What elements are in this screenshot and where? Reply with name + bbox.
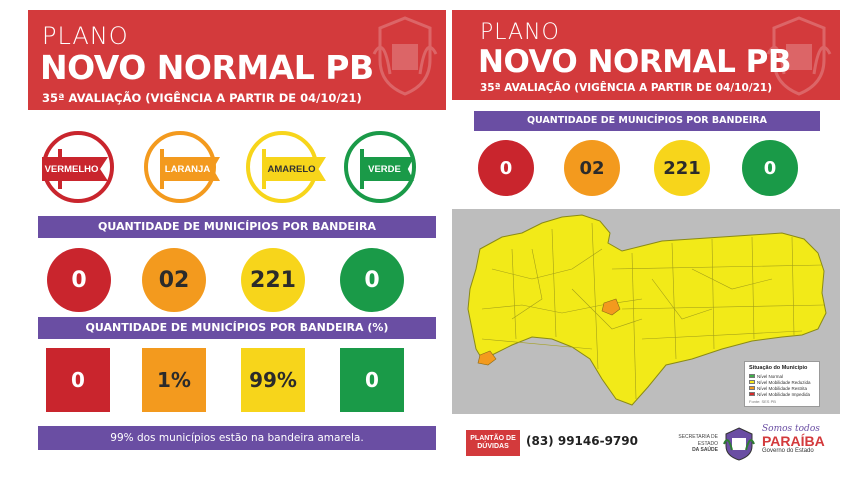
count-orange: 02 bbox=[564, 140, 620, 196]
count-title-bar: QUANTIDADE DE MUNICÍPIOS POR BANDEIRA bbox=[38, 216, 436, 238]
right-header: PLANO NOVO NORMAL PB 35ª AVALIAÇÃO (VIGÊ… bbox=[452, 10, 840, 100]
percent-red: 0 bbox=[46, 348, 110, 412]
flag-label-verde: VERDE bbox=[362, 157, 414, 181]
main-title: NOVO NORMAL PB bbox=[40, 48, 374, 87]
percent-green: 0 bbox=[340, 348, 404, 412]
legend-label: Nível Mobilidade Reduzida bbox=[757, 379, 811, 385]
flag-label-laranja: LARANJA bbox=[162, 157, 220, 181]
count-yellow: 221 bbox=[241, 248, 305, 312]
secretaria-line2: DA SAÚDE bbox=[692, 447, 718, 453]
brand-name: PARAÍBA bbox=[762, 433, 825, 449]
brand-gov: Governo do Estado bbox=[762, 448, 814, 454]
legend-swatch bbox=[749, 380, 755, 384]
phone-number: (83) 99146-9790 bbox=[526, 434, 638, 448]
percent-orange: 1% bbox=[142, 348, 206, 412]
legend-label: Nível Mobilidade Impedida bbox=[757, 391, 811, 397]
flag-vermelho: VERMELHO bbox=[38, 127, 118, 207]
plantao-badge: PLANTÃO DE DÚVIDAS bbox=[466, 430, 520, 456]
plantao-line2: DÚVIDAS bbox=[477, 443, 509, 450]
paraiba-map: Situação do Município Nível Normal Nível… bbox=[452, 209, 840, 414]
summary-bar: 99% dos municípios estão na bandeira ama… bbox=[38, 426, 436, 450]
legend-label: Nível Mobilidade Restrita bbox=[757, 385, 808, 391]
percent-title-bar: QUANTIDADE DE MUNICÍPIOS POR BANDEIRA (%… bbox=[38, 317, 436, 339]
count-orange: 02 bbox=[142, 248, 206, 312]
legend-item: Nível Mobilidade Restrita bbox=[745, 385, 819, 391]
count-green: 0 bbox=[340, 248, 404, 312]
left-infographic: PLANO NOVO NORMAL PB 35ª AVALIAÇÃO (VIGÊ… bbox=[28, 10, 446, 472]
brand-slogan: Somos todos bbox=[762, 424, 820, 434]
flag-label-amarelo: AMARELO bbox=[264, 157, 326, 181]
legend-swatch bbox=[749, 386, 755, 390]
legend-source: Fonte: SES PB bbox=[749, 399, 776, 404]
count-green: 0 bbox=[742, 140, 798, 196]
coat-of-arms-icon bbox=[723, 427, 755, 461]
legend-title: Situação do Município bbox=[749, 365, 808, 371]
left-header: PLANO NOVO NORMAL PB 35ª AVALIAÇÃO (VIGÊ… bbox=[28, 10, 446, 110]
municipality-borders bbox=[481, 222, 825, 400]
count-title-bar: QUANTIDADE DE MUNICÍPIOS POR BANDEIRA bbox=[474, 111, 820, 131]
orange-municipality bbox=[477, 350, 497, 366]
orange-municipality bbox=[601, 298, 621, 316]
legend-swatch bbox=[749, 392, 755, 396]
percent-yellow: 99% bbox=[241, 348, 305, 412]
count-red: 0 bbox=[478, 140, 534, 196]
right-infographic: PLANO NOVO NORMAL PB 35ª AVALIAÇÃO (VIGÊ… bbox=[452, 10, 840, 472]
map-legend: Situação do Município Nível Normal Nível… bbox=[744, 361, 820, 407]
count-red: 0 bbox=[47, 248, 111, 312]
flag-amarelo: AMARELO bbox=[242, 127, 326, 207]
legend-swatch bbox=[749, 374, 755, 378]
footer: PLANTÃO DE DÚVIDAS (83) 99146-9790 SECRE… bbox=[452, 416, 840, 472]
flag-verde: VERDE bbox=[340, 127, 420, 207]
flag-laranja: LARANJA bbox=[140, 127, 220, 207]
legend-item: Nível Normal bbox=[745, 373, 819, 379]
plano-label: PLANO bbox=[42, 22, 129, 50]
secretaria-line1: SECRETARIA DE ESTADO bbox=[678, 434, 718, 447]
paraiba-map-shape bbox=[467, 214, 827, 406]
flag-label-vermelho: VERMELHO bbox=[42, 157, 108, 181]
count-yellow: 221 bbox=[654, 140, 710, 196]
plano-label: PLANO bbox=[480, 20, 560, 45]
evaluation-subtitle: 35ª AVALIAÇÃO (VIGÊNCIA A PARTIR DE 04/1… bbox=[480, 82, 772, 94]
secretaria-label: SECRETARIA DE ESTADO DA SAÚDE bbox=[658, 434, 718, 454]
state-seal-icon bbox=[372, 16, 438, 96]
legend-item: Nível Mobilidade Impedida bbox=[745, 391, 819, 397]
brand-logo: Somos todos PARAÍBA Governo do Estado bbox=[762, 424, 832, 454]
state-seal-icon bbox=[766, 16, 832, 96]
state-outline bbox=[467, 214, 827, 406]
legend-label: Nível Normal bbox=[757, 373, 784, 379]
plantao-line1: PLANTÃO DE bbox=[470, 434, 516, 442]
main-title: NOVO NORMAL PB bbox=[478, 44, 791, 80]
legend-item: Nível Mobilidade Reduzida bbox=[745, 379, 819, 385]
evaluation-subtitle: 35ª AVALIAÇÃO (VIGÊNCIA A PARTIR DE 04/1… bbox=[42, 91, 362, 105]
